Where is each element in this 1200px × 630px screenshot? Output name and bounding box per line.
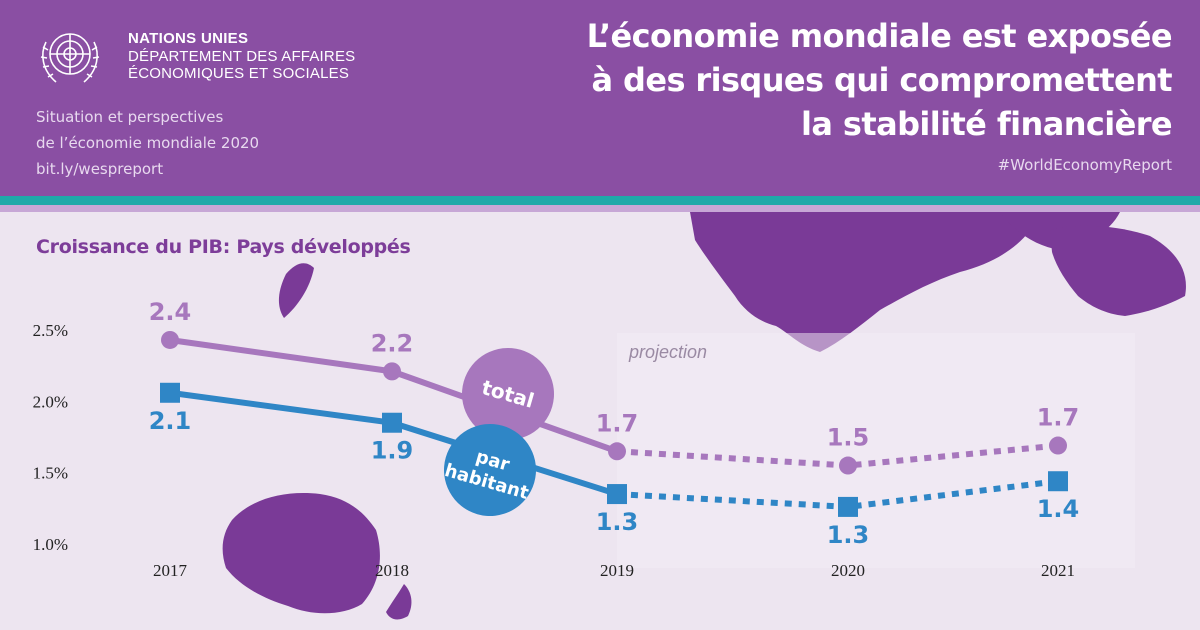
organization-name: NATIONS UNIES DÉPARTEMENT DES AFFAIRES É… bbox=[128, 30, 355, 82]
data-label: 2.2 bbox=[371, 329, 414, 357]
headline-line-1: L’économie mondiale est exposée bbox=[586, 17, 1173, 55]
badge-total: total bbox=[462, 348, 554, 440]
org-line-1: NATIONS UNIES bbox=[128, 30, 249, 47]
x-tick-label: 2017 bbox=[153, 561, 188, 580]
data-point-marker bbox=[160, 382, 180, 403]
report-link[interactable]: bit.ly/wespreport bbox=[36, 160, 164, 178]
report-info: Situation et perspectives de l’économie … bbox=[36, 104, 259, 182]
accent-stripe bbox=[0, 196, 1200, 205]
data-label: 1.7 bbox=[596, 409, 639, 437]
y-tick-label: 2.0% bbox=[33, 392, 68, 411]
org-line-2: DÉPARTEMENT DES AFFAIRES bbox=[128, 48, 356, 65]
map-japan bbox=[278, 263, 314, 318]
data-label: 1.9 bbox=[371, 437, 414, 465]
data-point-marker bbox=[161, 330, 179, 349]
hashtag[interactable]: #WorldEconomyReport bbox=[997, 156, 1172, 174]
data-point-marker bbox=[382, 412, 402, 433]
accent-stripe-light bbox=[0, 205, 1200, 212]
badge-per-capita-circle bbox=[444, 424, 536, 516]
data-label: 2.4 bbox=[149, 298, 192, 326]
data-point-marker bbox=[1048, 471, 1068, 492]
y-tick-label: 1.5% bbox=[33, 464, 68, 483]
data-point-marker bbox=[1049, 436, 1067, 455]
projection-region bbox=[617, 333, 1135, 568]
map-north-america bbox=[690, 212, 1040, 352]
header-banner bbox=[0, 0, 1200, 196]
data-point-marker bbox=[608, 442, 626, 461]
y-tick-label: 1.0% bbox=[33, 535, 68, 554]
badge-total-circle bbox=[462, 348, 554, 440]
headline: L’économie mondiale est exposée à des ri… bbox=[572, 14, 1173, 146]
data-label: 1.3 bbox=[596, 508, 639, 536]
x-tick-label: 2020 bbox=[831, 561, 865, 580]
headline-line-3: la stabilité financière bbox=[801, 105, 1173, 143]
projection-label: projection bbox=[628, 342, 707, 362]
report-title-line-2: de l’économie mondiale 2020 bbox=[36, 134, 260, 152]
data-label: 1.4 bbox=[1037, 495, 1080, 523]
map-europe bbox=[1050, 225, 1186, 316]
map-new-zealand bbox=[386, 584, 412, 620]
report-title-line-1: Situation et perspectives bbox=[36, 108, 224, 126]
data-label: 1.3 bbox=[827, 521, 870, 549]
y-tick-label: 2.5% bbox=[33, 321, 68, 340]
chart-title: Croissance du PIB: Pays développés bbox=[36, 236, 411, 258]
x-tick-label: 2021 bbox=[1041, 561, 1075, 580]
data-point-marker bbox=[383, 362, 401, 381]
x-tick-label: 2018 bbox=[375, 561, 409, 580]
data-label: 1.5 bbox=[827, 424, 870, 452]
data-label: 2.1 bbox=[149, 407, 192, 435]
x-tick-label: 2019 bbox=[600, 561, 634, 580]
un-emblem-icon bbox=[40, 33, 100, 83]
headline-line-2: à des risques qui compromettent bbox=[591, 61, 1173, 99]
data-point-marker bbox=[607, 484, 627, 505]
data-point-marker bbox=[839, 456, 857, 475]
map-australia bbox=[222, 493, 380, 614]
org-line-3: ÉCONOMIQUES ET SOCIALES bbox=[128, 65, 350, 82]
data-label: 1.7 bbox=[1037, 404, 1080, 432]
chart-axes: projection 1.0% 1.5% 2.0% 2.5% 2017 2018 2019 20… bbox=[33, 321, 1135, 580]
data-point-marker bbox=[838, 496, 858, 517]
